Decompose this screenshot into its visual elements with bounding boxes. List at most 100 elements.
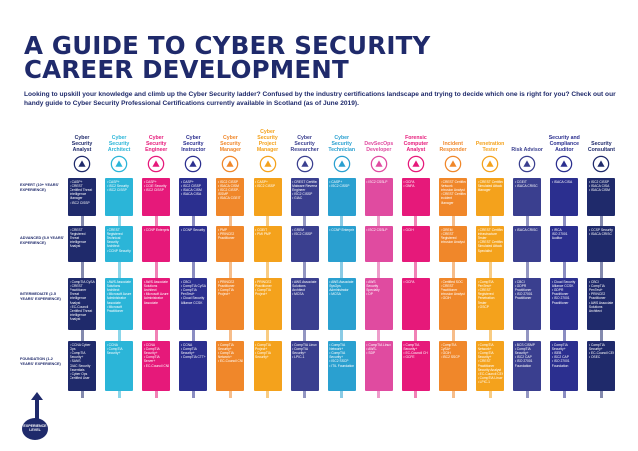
certification-text: Analyst	[69, 300, 81, 305]
level-label-foundation: FOUNDATION (1-2 YEARS' EXPERIENCE)	[20, 357, 61, 366]
certification-text: Architect	[143, 287, 157, 292]
level-label-expert: EXPERT (10+ YEARS' EXPERIENCE)	[20, 183, 59, 192]
role-name: Cyber Security Engineer	[145, 135, 168, 153]
role-cyber-security-architect: Cyber Security Architect	[103, 123, 135, 178]
certification-text: Practitioner	[514, 287, 532, 292]
certification-text: Certified User	[69, 376, 90, 381]
experience-level-badge: EXPERIENCE LEVEL	[22, 418, 48, 440]
certification-text: • CompTIA CTT+	[180, 355, 206, 360]
certification-text: • CCNP Enterprise	[329, 227, 355, 232]
certification-text: • ISC2 SSCP	[440, 355, 460, 360]
certification-text: Engineer	[292, 187, 306, 192]
certification-text: • CCNP Enterprise	[143, 227, 169, 232]
forensic-fingerprint-icon	[407, 155, 425, 173]
certification-text: • Microsoft	[106, 304, 123, 309]
certification-text: • ISC2 CISSP	[292, 231, 313, 236]
cert-box-expert: • ISC2 CISSP • ISACA CISA • ISACA CISM	[587, 178, 616, 216]
cert-box-intermediate: • AWS Associate Solutions Architect • Micro…	[105, 278, 134, 330]
certification-text: Certified Threat	[69, 308, 93, 313]
certification-text: Practitioner	[514, 296, 532, 301]
role-name: Cyber Security Analyst	[71, 135, 93, 153]
cert-box-intermediate: • CBCI • GDPR Practitioner • ISO 27001 Pract…	[513, 278, 542, 330]
cert-box-expert: • CASP+ • CREST Certified Threat Intelligen…	[68, 178, 96, 216]
certification-text: • GREM	[292, 227, 305, 232]
certification-text: • SDP	[366, 350, 376, 355]
certification-text: Architect	[588, 308, 602, 313]
cert-box-intermediate: • CompTIA CySA+ • CREST Practitioner Threat…	[68, 278, 96, 330]
cert-box-advanced: • IRCA ISO 27001 Auditor	[550, 226, 579, 262]
certification-text: • EC-Council CND	[217, 359, 243, 364]
technician-tools-icon	[333, 155, 350, 173]
arrow-up-icon	[31, 392, 43, 400]
role-name: Cyber Security Instructor	[181, 135, 206, 153]
certification-text: Tester	[477, 300, 487, 305]
certification-text: • ISACA CGEIT	[217, 196, 241, 201]
cert-box-intermediate: • CBCI • CompTIA CySA+ • CompTIA PenTest+ • …	[179, 278, 208, 330]
certification-text: Simulated Attack	[477, 183, 503, 188]
certification-text: • MCSA	[292, 292, 304, 297]
certification-text: Security	[106, 240, 119, 245]
certification-text: • CompTIA	[106, 346, 123, 351]
certification-text: • CompTIA	[477, 279, 494, 284]
certification-text: • PRINCE2	[217, 231, 235, 236]
role-name: Cyber Security Architect	[107, 135, 131, 153]
pentester-target-icon	[481, 155, 499, 173]
certification-text: • CompTIA	[588, 342, 605, 347]
role-name: Penetration Tester	[475, 141, 505, 153]
certification-text: • AWS Associate	[329, 279, 354, 284]
certification-text: CySA+	[440, 346, 451, 351]
role-security-and-compliance-auditor: Security and Compliance Auditor	[548, 123, 580, 178]
role-cyber-security-analyst: Cyber Security Analyst	[66, 123, 98, 178]
certification-text: • CCIE Security	[143, 183, 167, 188]
instructor-board-icon	[185, 155, 202, 173]
certification-text: Certified Threat	[69, 187, 93, 192]
cert-box-foundation: • CompTIA Security+ • EC-Council CHFI • GCF…	[401, 341, 430, 391]
certification-text: • ISACA CRISC	[514, 183, 538, 188]
certification-text: • OSEC	[588, 355, 601, 360]
certification-text: • CompTIA	[477, 342, 494, 347]
cert-box-intermediate: • Certified SOC • CREST Practitioner Intrus…	[439, 278, 467, 330]
certification-text: • CCNP Security	[180, 227, 205, 232]
certification-text: Architect	[292, 287, 305, 292]
cert-box-foundation: • CompTIA Network+ • CompTIA Security+ • ISC…	[327, 341, 356, 391]
cert-box-expert: • GCFA • GNFA	[401, 178, 430, 216]
certification-text: • CREST Certified	[440, 179, 466, 184]
certification-text: • ISC2 CISSP	[143, 187, 164, 192]
cert-box-foundation: • CompTIA Security+ • ISEB • ISC2 CAP • ISO …	[550, 341, 579, 391]
cert-box-intermediate: • PRINCE2 Practitioner • CompTIA Project+	[253, 278, 282, 330]
project-manager-icon	[259, 155, 276, 173]
certification-text: SysOps	[329, 283, 341, 288]
certification-text: PenTest+	[180, 292, 195, 297]
certification-ladder: • CASP+ • CREST Certified Threat Intelligen…	[66, 178, 622, 398]
role-cyber-security-technician: Cyber Security Technician	[326, 123, 358, 178]
certification-text: • Cloud Security	[551, 279, 576, 284]
cert-box-foundation: • CompTIA Linux+ • AWS- • SDP	[364, 341, 393, 391]
certification-text: • DP	[366, 292, 373, 297]
cert-box-foundation: • BCS CISMP • CompTIA Security+ • ISC2 CAP •…	[513, 341, 542, 391]
cert-box-advanced: • CCNP Enterprise	[142, 226, 171, 262]
certification-text: • ISC2 SSCP	[329, 359, 349, 364]
certification-text: • ISC2 CISSP	[106, 187, 127, 192]
cert-box-intermediate: • PRINCE2 Practitioner • CompTIA Project+	[216, 278, 245, 330]
certification-text: Practitioner	[588, 296, 606, 301]
devsecops-code-icon	[370, 155, 388, 173]
certification-text: Practitioner	[551, 292, 569, 297]
cert-box-foundation: • CompTIA Linux+ • CompTIA Security+ • LPIC…	[290, 341, 319, 391]
certification-text: Solutions	[292, 283, 306, 288]
certification-text: • ISACA CISM	[217, 183, 239, 188]
certification-text: • AWS Associate	[588, 300, 614, 305]
certification-text: • AWS Associate	[292, 279, 317, 284]
cert-box-expert: • CASP+ • ISC2 CISSP	[253, 178, 282, 216]
certification-text: • CompTIA	[69, 350, 86, 355]
certification-text: • CASP+	[69, 179, 83, 184]
role-cyber-security-researcher: Cyber Security Researcher	[289, 123, 321, 178]
certification-text: • SANS	[69, 359, 81, 364]
certification-text: • Cyber Ops	[69, 371, 88, 376]
certification-text: Administrator	[143, 296, 164, 301]
certification-text: Network	[440, 183, 453, 188]
certification-text: Registered	[440, 235, 457, 240]
certification-text: • GCIH	[403, 227, 414, 232]
cert-box-advanced: • GCIH	[401, 226, 430, 262]
cert-box-advanced: • CREST Registered Technical Security Archit…	[105, 226, 134, 262]
certification-text: Practitioner	[440, 287, 458, 292]
